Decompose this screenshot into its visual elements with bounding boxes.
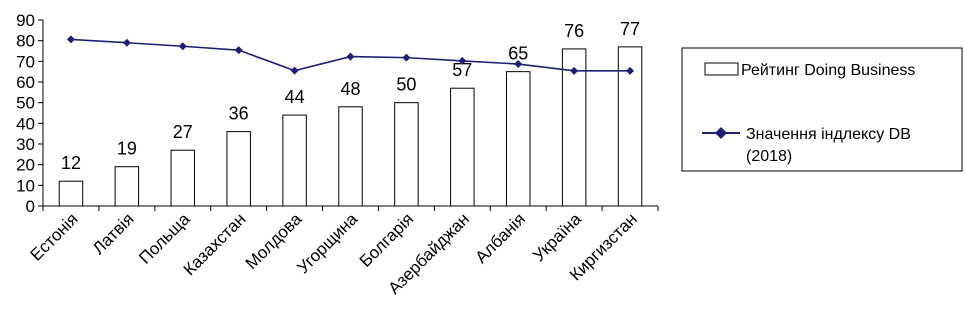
y-tick-label: 70 <box>16 52 35 71</box>
y-tick-label: 30 <box>16 135 35 154</box>
data-label: 57 <box>452 60 472 80</box>
bar <box>394 102 419 207</box>
legend-line-label: Значення індлексу DB <box>746 126 911 143</box>
y-tick-label: 90 <box>16 11 35 30</box>
line-marker <box>402 53 411 62</box>
y-tick-label: 10 <box>16 176 35 195</box>
bar <box>114 166 140 207</box>
data-labels: 12 19 27 36 44 48 50 57 65 76 77 <box>61 19 640 173</box>
data-label: 50 <box>396 75 416 95</box>
data-label: 44 <box>285 87 305 107</box>
x-tick-label: Україна <box>529 209 585 265</box>
bar <box>617 46 643 207</box>
line-marker <box>66 35 75 44</box>
y-tick-label: 60 <box>16 73 35 92</box>
bar <box>561 48 587 207</box>
data-label: 19 <box>117 139 137 159</box>
bar <box>58 180 84 207</box>
bar <box>282 114 307 207</box>
y-tick-label: 20 <box>16 156 35 175</box>
legend: Рейтинг Doing Business Значення індлексу… <box>681 47 963 172</box>
line-marker <box>234 46 243 55</box>
legend-bar-swatch <box>704 62 739 76</box>
bars-series <box>58 46 643 207</box>
bar <box>170 149 196 207</box>
x-tick-label: Угорщина <box>293 209 361 277</box>
y-tick-label: 50 <box>16 94 35 113</box>
x-tick-label: Латвія <box>89 209 138 258</box>
y-tick-label: 40 <box>16 114 35 133</box>
legend-line-marker <box>715 127 727 139</box>
bar <box>450 87 475 207</box>
bar <box>338 106 363 207</box>
data-label: 36 <box>229 104 249 124</box>
line-marker <box>570 66 579 75</box>
y-tick-label: 0 <box>26 197 35 216</box>
data-label: 12 <box>61 153 81 173</box>
bar <box>226 131 251 207</box>
x-tick-labels: Естонія ЛатвіяПольщаКазахстанМолдоваУгорщ… <box>27 209 641 298</box>
line-marker <box>458 56 467 65</box>
data-label: 65 <box>508 44 528 64</box>
legend-line-label-2: (2018) <box>746 148 792 165</box>
bar <box>505 71 531 207</box>
x-tick-label: Естонія <box>27 209 82 264</box>
line-marker <box>122 38 131 47</box>
line-marker <box>290 66 299 75</box>
data-label: 27 <box>173 122 193 142</box>
line-marker <box>514 60 523 69</box>
line-marker <box>178 42 187 51</box>
y-tick-label: 80 <box>16 32 35 51</box>
x-tick-label: Албанія <box>471 209 529 267</box>
data-label: 48 <box>340 79 360 99</box>
data-label: 77 <box>620 19 640 39</box>
legend-bar-label: Рейтинг Doing Business <box>741 62 915 79</box>
data-label: 76 <box>564 21 584 41</box>
line-marker <box>626 66 635 75</box>
line-series <box>66 35 635 75</box>
line-marker <box>346 52 355 61</box>
